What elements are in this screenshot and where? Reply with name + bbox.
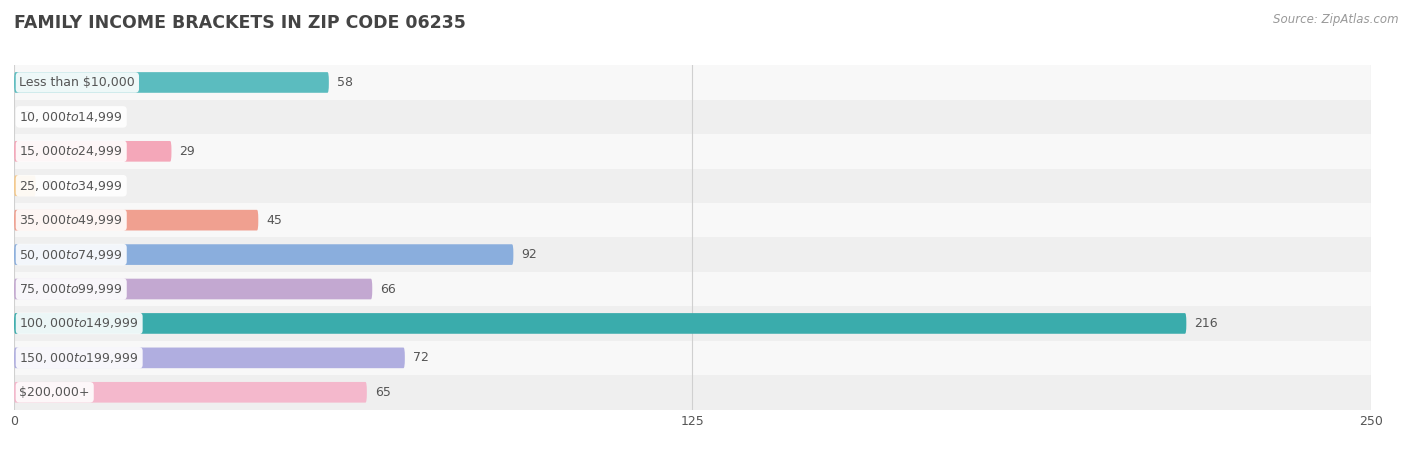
Text: $35,000 to $49,999: $35,000 to $49,999 <box>20 213 122 227</box>
FancyBboxPatch shape <box>14 279 373 299</box>
Text: $75,000 to $99,999: $75,000 to $99,999 <box>20 282 122 296</box>
FancyBboxPatch shape <box>14 210 259 230</box>
Bar <box>14 134 1371 168</box>
Text: $150,000 to $199,999: $150,000 to $199,999 <box>20 351 139 365</box>
Text: $15,000 to $24,999: $15,000 to $24,999 <box>20 144 122 158</box>
Text: Less than $10,000: Less than $10,000 <box>20 76 135 89</box>
FancyBboxPatch shape <box>14 347 405 368</box>
Bar <box>14 203 1371 238</box>
Text: $25,000 to $34,999: $25,000 to $34,999 <box>20 179 122 193</box>
FancyBboxPatch shape <box>14 313 1187 334</box>
Bar <box>14 65 1371 100</box>
Bar <box>14 375 1371 410</box>
Text: 4: 4 <box>44 179 52 192</box>
Text: $100,000 to $149,999: $100,000 to $149,999 <box>20 316 139 330</box>
Text: 45: 45 <box>266 214 283 227</box>
FancyBboxPatch shape <box>14 176 35 196</box>
Bar <box>14 238 1371 272</box>
Text: 92: 92 <box>522 248 537 261</box>
Text: $10,000 to $14,999: $10,000 to $14,999 <box>20 110 122 124</box>
Text: $50,000 to $74,999: $50,000 to $74,999 <box>20 248 122 261</box>
FancyBboxPatch shape <box>14 244 513 265</box>
FancyBboxPatch shape <box>14 72 329 93</box>
FancyBboxPatch shape <box>14 382 367 403</box>
Bar <box>14 341 1371 375</box>
Text: 72: 72 <box>413 351 429 364</box>
Text: 65: 65 <box>375 386 391 399</box>
Text: 0: 0 <box>22 110 30 123</box>
FancyBboxPatch shape <box>14 141 172 162</box>
Text: 29: 29 <box>180 145 195 158</box>
Bar <box>14 272 1371 306</box>
Text: Source: ZipAtlas.com: Source: ZipAtlas.com <box>1274 14 1399 27</box>
Text: FAMILY INCOME BRACKETS IN ZIP CODE 06235: FAMILY INCOME BRACKETS IN ZIP CODE 06235 <box>14 14 465 32</box>
Bar <box>14 99 1371 134</box>
Bar <box>14 306 1371 341</box>
Text: 216: 216 <box>1195 317 1218 330</box>
Text: 66: 66 <box>381 283 396 296</box>
Text: $200,000+: $200,000+ <box>20 386 90 399</box>
Text: 58: 58 <box>337 76 353 89</box>
Bar <box>14 168 1371 203</box>
